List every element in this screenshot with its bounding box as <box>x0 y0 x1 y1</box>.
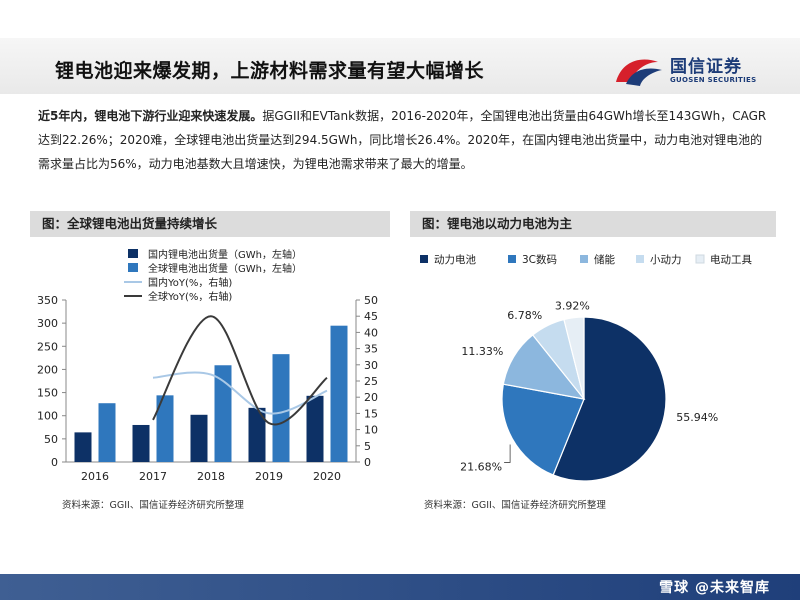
global-shipment-bar <box>214 365 232 462</box>
pie-legend-swatch <box>636 255 644 263</box>
right-chart-heading: 图：锂电池以动力电池为主 <box>410 211 776 237</box>
legend-label: 国内YoY(%，右轴) <box>148 276 232 289</box>
left-tick-label: 300 <box>37 317 58 330</box>
shipment-combo-chart: 0 50 100 150 200 250 300 350 0 5 10 15 20 25 30 35 40 45 5… <box>37 248 378 483</box>
pie-legend-label: 储能 <box>594 253 615 266</box>
pie-legend-swatch <box>695 254 705 264</box>
pie-value-label: 55.94% <box>676 411 718 424</box>
pie-slice <box>552 316 667 482</box>
domestic-shipment-bar <box>248 407 266 462</box>
pie-slice <box>563 316 585 400</box>
right-tick-label: 30 <box>364 359 378 372</box>
legend-label: 国内锂电池出货量（GWh，左轴） <box>148 248 302 261</box>
pie-legend-label: 电动工具 <box>710 253 752 266</box>
left-tick-label: 50 <box>44 433 58 446</box>
intro-lead: 近5年内，锂电池下游行业迎来快速发展。 <box>38 109 263 123</box>
logo-text-en: GUOSEN SECURITIES <box>670 76 757 84</box>
x-tick-label: 2020 <box>313 470 341 483</box>
global-shipment-bar <box>330 325 348 462</box>
legend-label: 全球锂电池出货量（GWh，左轴） <box>148 262 302 275</box>
left-tick-label: 350 <box>37 294 58 307</box>
x-tick-label: 2016 <box>81 470 109 483</box>
header-bar: 锂电池迎来爆发期，上游材料需求量有望大幅增长 国信证券 GUOSEN SECUR… <box>0 38 800 94</box>
right-tick-label: 0 <box>364 456 371 469</box>
pie-legend-label: 小动力 <box>650 253 682 266</box>
right-tick-label: 40 <box>364 326 378 339</box>
right-tick-label: 45 <box>364 310 378 323</box>
right-chart-source: 资料来源：GGII、国信证券经济研究所整理 <box>424 500 606 511</box>
pie-value-label: 11.33% <box>461 345 503 358</box>
pie-value-label: 3.92% <box>555 300 590 313</box>
x-tick-label: 2018 <box>197 470 225 483</box>
global-shipment-bar <box>98 403 116 462</box>
right-tick-label: 15 <box>364 407 378 420</box>
intro-paragraph: 近5年内，锂电池下游行业迎来快速发展。据GGII和EVTank数据，2016-2… <box>38 104 768 176</box>
company-logo: 国信证券 GUOSEN SECURITIES <box>612 52 772 88</box>
right-tick-label: 35 <box>364 343 378 356</box>
pie-value-label: 6.78% <box>507 309 542 322</box>
global-yoy-line <box>152 315 328 426</box>
page-title: 锂电池迎来爆发期，上游材料需求量有望大幅增长 <box>55 60 485 82</box>
legend-label: 全球YoY(%，右轴) <box>148 290 232 303</box>
legend-swatch <box>128 249 138 258</box>
right-tick-label: 5 <box>364 440 371 453</box>
left-tick-label: 100 <box>37 410 58 423</box>
logo-mark-icon <box>616 59 662 86</box>
domestic-shipment-bar <box>190 414 208 462</box>
right-tick-label: 25 <box>364 375 378 388</box>
pie-slice <box>501 383 585 476</box>
pie-legend-swatch <box>508 255 516 263</box>
pie-legend-swatch <box>420 255 428 263</box>
global-shipment-bar <box>272 354 290 462</box>
application-pie-chart: 55.94% 21.68% 11.33% 6.78% 3.92% 动力电池 3C数码 储能 小动… <box>420 253 752 482</box>
pie-value-label: 21.68% <box>460 460 502 473</box>
left-tick-label: 150 <box>37 387 58 400</box>
pie-legend-label: 3C数码 <box>522 253 557 266</box>
footer-watermark: 雪球 @未来智库 <box>659 580 770 596</box>
left-tick-label: 0 <box>51 456 58 469</box>
header-background <box>0 38 800 94</box>
global-shipment-bar <box>156 395 174 462</box>
footer-bar: 雪球 @未来智库 <box>0 574 800 600</box>
logo-text-cn: 国信证券 <box>670 57 742 77</box>
x-tick-label: 2019 <box>255 470 283 483</box>
right-tick-label: 10 <box>364 424 378 437</box>
legend-swatch <box>128 263 138 272</box>
pie-legend-swatch <box>580 255 588 263</box>
domestic-shipment-bar <box>74 432 92 462</box>
right-tick-label: 50 <box>364 294 378 307</box>
left-chart-heading: 图：全球锂电池出货量持续增长 <box>30 211 390 237</box>
right-tick-label: 20 <box>364 391 378 404</box>
x-tick-label: 2017 <box>139 470 167 483</box>
left-tick-label: 250 <box>37 340 58 353</box>
left-chart-source: 资料来源：GGII、国信证券经济研究所整理 <box>62 500 244 511</box>
domestic-yoy-line <box>152 371 328 415</box>
left-tick-label: 200 <box>37 363 58 376</box>
domestic-shipment-bar <box>306 395 324 462</box>
domestic-shipment-bar <box>132 424 150 462</box>
intro-body: 据GGII和EVTank数据，2016-2020年，全国锂电池出货量由64GWh… <box>38 109 767 171</box>
pie-legend-label: 动力电池 <box>434 253 476 266</box>
label-leader-line <box>504 444 511 463</box>
